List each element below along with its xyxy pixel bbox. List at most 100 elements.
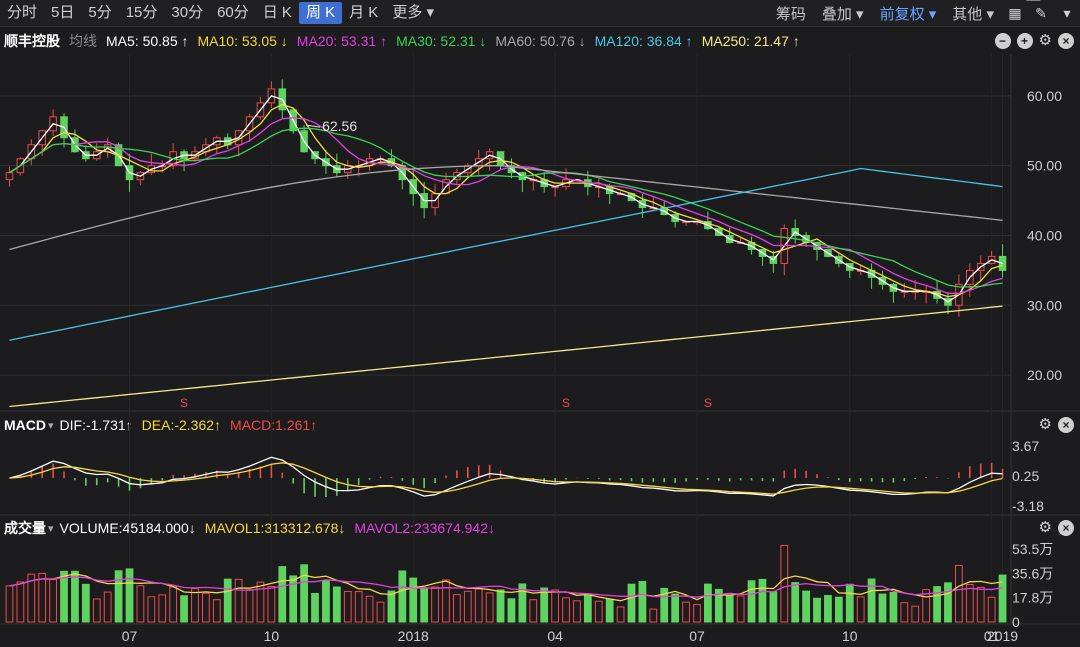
volume-bar	[780, 544, 789, 623]
other-button[interactable]: 其他 ▾	[952, 5, 994, 23]
volume-bar	[791, 582, 800, 623]
volume-bar	[289, 575, 298, 623]
macd-controls: ⚙ ×	[1039, 417, 1074, 433]
volume-bar	[92, 598, 101, 623]
time-tick-label: 07	[122, 628, 138, 644]
volume-bar	[987, 596, 996, 623]
chips-button[interactable]: 筹码	[775, 5, 806, 23]
volume-bar	[551, 589, 559, 623]
period-tab-5[interactable]: 60分	[217, 4, 249, 21]
volume-bar	[889, 591, 898, 623]
volume-bar	[900, 602, 909, 623]
volume-bar	[540, 587, 549, 623]
volume-bar	[911, 605, 920, 623]
gear-icon[interactable]: ⚙	[1038, 32, 1052, 49]
volume-bar	[638, 581, 647, 623]
indicator-mode[interactable]: 均线	[69, 33, 97, 49]
volume-bar	[736, 595, 745, 623]
ma-legend-item-6: MA250: 21.47 ↑	[701, 33, 800, 49]
candle-body	[998, 255, 1007, 271]
ma10-line	[9, 103, 1003, 298]
period-tab-2[interactable]: 5分	[88, 4, 112, 21]
period-toolbar: 分时 5日 5分 15分 30分 60分日 K 周 K 月 K 更多 ▾ 筹码 叠加 ▾ 前复权…	[0, 0, 1080, 27]
volume-bar	[354, 591, 363, 623]
volume-bar	[202, 592, 210, 623]
macd-legend-item-2: MACD:1.261↑	[230, 417, 318, 433]
grid-icon[interactable]: ▦	[1008, 4, 1022, 21]
volume-bar	[845, 583, 854, 623]
volume-bar	[834, 596, 843, 623]
main-legend: 顺丰控股 均线 MA5: 50.85 ↑ MA10: 53.05 ↓ MA20: 5…	[0, 30, 809, 52]
volume-bar	[103, 591, 112, 623]
period-tab-6[interactable]: 日 K	[262, 4, 292, 21]
vol-tick-label: 17.8万	[1012, 590, 1053, 606]
volume-bar	[311, 592, 319, 623]
vol-legend-item-0: VOLUME:45184.000↓	[59, 520, 196, 536]
volume-bar	[878, 593, 887, 623]
volume-bar	[256, 581, 265, 623]
period-tab-3[interactable]: 15分	[125, 4, 158, 21]
s-marker: S	[704, 396, 712, 410]
volume-bar	[322, 579, 330, 623]
period-tab-7[interactable]: 周 K	[298, 2, 343, 24]
volume-bar	[496, 589, 505, 623]
annotation-label: 29.85	[962, 0, 997, 3]
minus-icon[interactable]: −	[994, 33, 1011, 49]
volume-bar	[802, 590, 810, 623]
volume-bar	[933, 586, 941, 623]
volume-bar	[332, 586, 341, 623]
s-marker: S	[562, 396, 570, 410]
volume-bar	[944, 582, 952, 623]
volume-bar	[300, 564, 308, 623]
pen-icon[interactable]: ✎	[1035, 4, 1047, 21]
volume-bar	[27, 573, 36, 623]
volume-bar	[136, 585, 145, 623]
chevron-down-icon[interactable]: ▾	[48, 522, 54, 535]
volume-bar	[49, 579, 57, 623]
volume-bar	[627, 583, 636, 623]
volume-bar	[529, 599, 538, 623]
overlay-button[interactable]: 叠加 ▾	[821, 5, 864, 23]
time-tick-label: 10	[264, 628, 280, 644]
price-tick-label: 20.00	[1027, 367, 1062, 383]
volume-bar	[169, 586, 178, 623]
period-tab-0[interactable]: 分时	[7, 4, 38, 21]
toolbar-right: 筹码 叠加 ▾ 前复权 ▾ 其他 ▾ ▦ ✎ ▾	[768, 0, 1080, 26]
period-tab-1[interactable]: 5日	[51, 4, 75, 21]
ma60-line	[9, 165, 1003, 251]
gear-icon[interactable]: ⚙	[1038, 416, 1052, 433]
volume-bar	[60, 570, 68, 623]
volume-bar	[485, 592, 494, 623]
volume-bar	[180, 595, 188, 623]
period-tab-8[interactable]: 月 K	[349, 4, 379, 21]
close-icon[interactable]: ×	[1058, 520, 1074, 536]
macd-tick-label: 3.67	[1012, 438, 1039, 454]
ma20-line	[9, 117, 1003, 294]
gear-icon[interactable]: ⚙	[1038, 519, 1052, 536]
adjust-button[interactable]: 前复权 ▾	[879, 5, 937, 23]
macd-tick-label: -3.18	[1012, 498, 1044, 514]
volume-bar	[442, 579, 450, 623]
volume-bar	[856, 596, 865, 623]
annotation-arrow	[306, 124, 321, 128]
plus-icon[interactable]: +	[1016, 33, 1033, 49]
macd-name[interactable]: MACD	[4, 417, 46, 433]
vol-name[interactable]: 成交量	[4, 520, 46, 536]
volume-bar	[420, 588, 429, 623]
period-tab-9[interactable]: 更多 ▾	[392, 4, 435, 21]
macd-legend-item-1: DEA:-2.362↑	[141, 417, 222, 433]
close-icon[interactable]: ×	[1058, 417, 1074, 433]
volume-bar	[725, 594, 734, 623]
period-tab-4[interactable]: 30分	[171, 4, 204, 21]
ma30-line	[9, 127, 1003, 288]
vol-legend-item-2: MAVOL2:233674.942↓	[354, 520, 495, 536]
volume-bar	[616, 606, 625, 623]
volume-bar	[704, 583, 712, 623]
chevron-down-icon[interactable]: ▾	[1063, 4, 1071, 21]
time-tick-label: 07	[689, 628, 705, 644]
chevron-down-icon[interactable]: ▾	[48, 419, 54, 432]
price-tick-label: 50.00	[1027, 158, 1062, 174]
mavol2-line	[9, 576, 1003, 598]
close-icon[interactable]: ×	[1058, 33, 1074, 49]
